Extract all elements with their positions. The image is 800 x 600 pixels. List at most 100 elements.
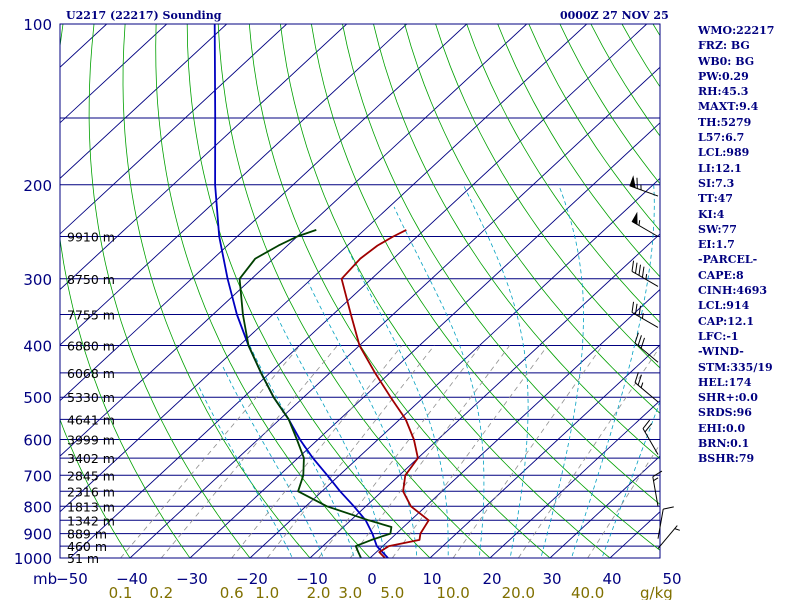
wind-barb bbox=[642, 419, 659, 455]
wind-barb-shaft bbox=[631, 311, 659, 328]
index-item: LI:12.1 bbox=[698, 161, 742, 175]
moist-adiabat-line bbox=[601, 400, 660, 558]
index-item: FRZ: BG bbox=[698, 39, 750, 53]
height-label: 6068 m bbox=[67, 366, 115, 381]
index-item: EHI:0.0 bbox=[698, 421, 746, 435]
dry-adiabat-line bbox=[404, 24, 660, 414]
wind-barb bbox=[657, 525, 680, 549]
index-item: EI:1.7 bbox=[698, 238, 735, 252]
wind-barb-shaft bbox=[634, 342, 659, 363]
temperature-tick-label: 20 bbox=[482, 570, 501, 588]
wind-barb-flag bbox=[663, 506, 674, 510]
dry-adiabat-line bbox=[466, 24, 660, 324]
wind-barb-half-flag bbox=[640, 382, 644, 388]
dry-adiabat-line bbox=[155, 24, 371, 558]
height-label: 1342 m bbox=[67, 513, 115, 528]
wind-barb-flag bbox=[642, 419, 651, 429]
wind-barb-shaft bbox=[631, 270, 659, 287]
index-item: SHR+:0.0 bbox=[698, 391, 758, 405]
moist-adiabat-line bbox=[463, 184, 529, 558]
mixing-ratio-label: 0.1 bbox=[109, 584, 133, 600]
wind-barb bbox=[652, 470, 663, 507]
wind-barb-half-flag bbox=[641, 313, 644, 319]
wind-barb-flag bbox=[637, 335, 642, 346]
dry-adiabat-line bbox=[60, 24, 191, 558]
mixing-ratio-line bbox=[452, 345, 603, 558]
mixing-ratio-line bbox=[231, 345, 403, 558]
index-item: STM:335/19 bbox=[698, 360, 773, 374]
index-item: LFC:-1 bbox=[698, 329, 739, 343]
dry-adiabat-line bbox=[342, 24, 660, 505]
wind-barb-flag bbox=[640, 337, 645, 349]
mixing-ratio-label: 2.0 bbox=[307, 584, 331, 600]
wind-barb-shaft bbox=[657, 509, 664, 539]
pressure-unit-label: mb bbox=[33, 570, 57, 588]
moist-adiabat-line bbox=[246, 339, 355, 558]
height-label: 9910 m bbox=[67, 229, 115, 244]
height-label: 1813 m bbox=[67, 499, 115, 514]
wind-barb-shaft bbox=[657, 525, 678, 549]
dry-adiabat-line bbox=[280, 24, 611, 558]
station-title: U2217 (22217) Sounding bbox=[66, 9, 222, 22]
isotherm-line bbox=[309, 233, 660, 558]
dry-adiabat-line bbox=[122, 24, 311, 558]
index-item: CINH:4693 bbox=[698, 284, 768, 298]
index-item: BRN:0.1 bbox=[698, 437, 750, 451]
wind-barb-flag bbox=[634, 303, 638, 315]
isotherm-line bbox=[249, 177, 660, 558]
temperature-tick-label: −50 bbox=[56, 570, 88, 588]
moist-adiabat-line bbox=[571, 184, 655, 558]
height-label: 51 m bbox=[67, 551, 99, 566]
wind-barb-flag bbox=[644, 423, 653, 433]
wind-barb-half-flag bbox=[638, 220, 641, 226]
index-item: PW:0.29 bbox=[698, 69, 749, 83]
wind-barb bbox=[631, 211, 659, 237]
isotherm-line bbox=[0, 12, 60, 569]
index-item: SW:77 bbox=[698, 222, 737, 236]
wind-barb-shaft bbox=[652, 476, 659, 507]
wind-barb-half-flag bbox=[674, 528, 680, 531]
index-item: WMO:22217 bbox=[698, 24, 775, 37]
height-label: 8750 m bbox=[67, 272, 115, 287]
isotherm-line bbox=[60, 24, 528, 457]
wind-barb-pennant bbox=[631, 211, 638, 226]
isotherm-line bbox=[60, 24, 408, 346]
index-item: RH:45.3 bbox=[698, 85, 749, 99]
index-item: TH:5279 bbox=[698, 115, 752, 129]
isotherm-line bbox=[60, 24, 228, 179]
temperature-tick-label: 30 bbox=[542, 570, 561, 588]
wind-barb bbox=[634, 332, 659, 363]
height-label: 2845 m bbox=[67, 468, 115, 483]
wind-barb bbox=[629, 175, 659, 197]
mixing-ratio-label: 0.2 bbox=[149, 584, 173, 600]
isotherm-line bbox=[60, 24, 348, 291]
isotherm-line bbox=[60, 24, 168, 124]
wind-barbs bbox=[629, 175, 680, 549]
index-item: WB0: BG bbox=[698, 54, 755, 68]
background-grid bbox=[0, 12, 660, 569]
pressure-tick-label: 1000 bbox=[14, 550, 52, 568]
moist-adiabat-line bbox=[275, 314, 387, 558]
isotherm-line bbox=[189, 122, 660, 558]
mixing-ratio-label: 10.0 bbox=[436, 584, 469, 600]
isotherm-line bbox=[60, 24, 468, 402]
isotherm-line bbox=[369, 288, 660, 558]
pressure-tick-label: 300 bbox=[23, 271, 52, 289]
index-item: BSHR:79 bbox=[698, 452, 755, 466]
mixing-ratio-line bbox=[518, 346, 660, 558]
dry-adiabat-line bbox=[60, 418, 131, 558]
isotherm-line bbox=[60, 24, 588, 513]
pressure-tick-label: 700 bbox=[23, 467, 52, 485]
wind-barb-flag bbox=[631, 301, 635, 313]
pressure-tick-label: 100 bbox=[23, 16, 52, 34]
dry-adiabat-line bbox=[217, 24, 491, 558]
temperature-tick-label: −10 bbox=[296, 570, 328, 588]
temperature-tick-label: −20 bbox=[236, 570, 268, 588]
index-item: CAPE:8 bbox=[698, 268, 744, 282]
pressure-tick-label: 500 bbox=[23, 389, 52, 407]
wind-barb-shaft bbox=[634, 382, 659, 403]
height-label: 2316 m bbox=[67, 484, 115, 499]
mixing-ratio-line bbox=[266, 345, 435, 558]
temperature-tick-label: 0 bbox=[367, 570, 377, 588]
temperature-line bbox=[340, 229, 430, 558]
